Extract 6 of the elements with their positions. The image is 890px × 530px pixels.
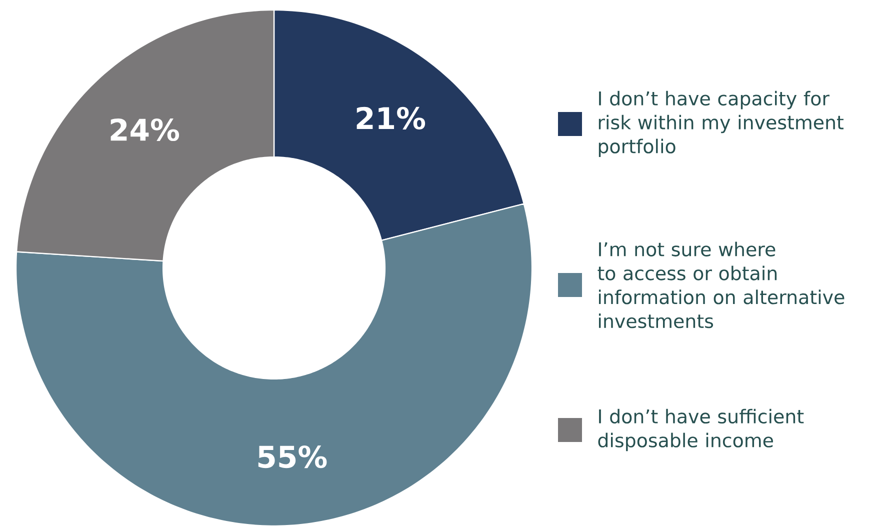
legend-label: I don’t have sufficient disposable income (598, 408, 804, 452)
legend-label: I don’t have capacity for risk within my investment portfolio (598, 90, 844, 158)
data-label: 24% (110, 118, 180, 142)
legend-label: I’m not sure where to access or obtain information on alternative investments (598, 242, 844, 328)
data-label: 21% (356, 106, 426, 130)
data-label: 55% (258, 445, 327, 468)
